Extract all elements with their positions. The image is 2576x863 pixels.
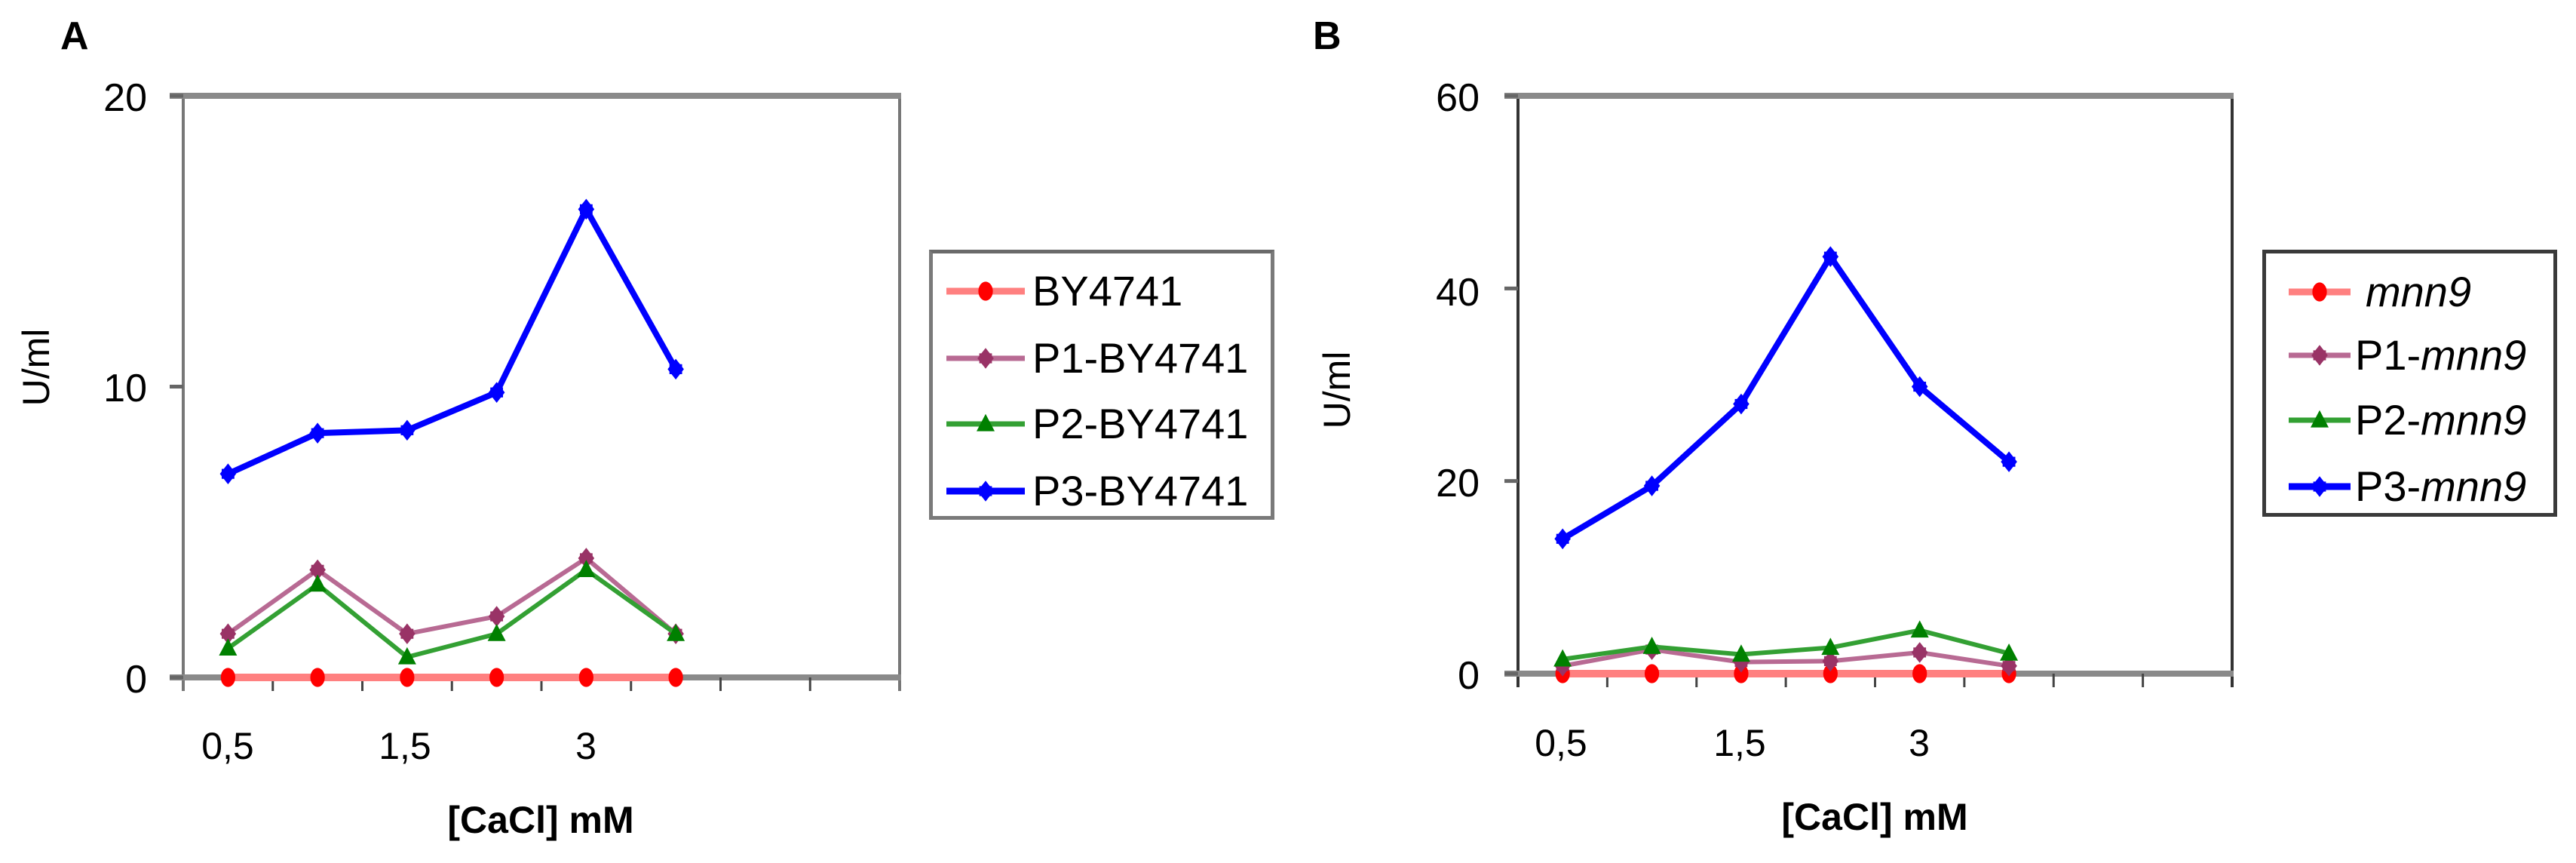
legend-swatch-circle-icon bbox=[2289, 266, 2351, 318]
panel-b-ytick-60: 60 bbox=[1436, 76, 1480, 120]
panel-a-xtick-1-5: 1,5 bbox=[379, 725, 431, 767]
legend-label: P2-mnn9 bbox=[2355, 396, 2527, 444]
panel-b-xtick-0-5: 0,5 bbox=[1535, 722, 1587, 764]
legend-item-p3-by4741: P3-BY4741 bbox=[946, 465, 1248, 517]
panel-b-legend: mnn9 P1-mnn9 P2-mnn9 P3-mnn9 bbox=[2262, 250, 2557, 517]
legend-swatch-diamond-icon bbox=[2289, 329, 2351, 382]
panel-a-letter: A bbox=[60, 14, 89, 58]
panel-a-xtick-0-5: 0,5 bbox=[201, 725, 254, 767]
series-p3-mnn9 bbox=[1554, 246, 2017, 550]
panel-b-xtick-1-5: 1,5 bbox=[1713, 722, 1766, 764]
series-p1-by4741 bbox=[219, 548, 684, 644]
legend-item-p3-mnn9: P3-mnn9 bbox=[2289, 460, 2526, 513]
series-p2-mnn9 bbox=[1553, 620, 2019, 667]
panel-b-ytick-20: 20 bbox=[1436, 462, 1480, 505]
legend-item-p2-by4741: P2-BY4741 bbox=[946, 398, 1248, 450]
legend-item-p2-mnn9: P2-mnn9 bbox=[2289, 394, 2526, 447]
panel-a-y-axis-label: U/ml bbox=[15, 328, 57, 407]
legend-swatch-diamond-icon bbox=[946, 465, 1025, 517]
legend-label: mnn9 bbox=[2366, 268, 2472, 315]
panel-a-x-axis-label: [CaCl] mM bbox=[447, 799, 634, 841]
series-by4741 bbox=[220, 668, 683, 687]
legend-item-p1-by4741: P1-BY4741 bbox=[946, 332, 1248, 385]
legend-swatch-diamond-icon bbox=[946, 332, 1025, 385]
panel-a-xtick-3: 3 bbox=[575, 725, 596, 767]
panel-b-y-axis-label: U/ml bbox=[1316, 351, 1358, 429]
panel-a-ytick-20: 20 bbox=[103, 76, 147, 120]
legend-swatch-diamond-icon bbox=[2289, 460, 2351, 513]
legend-item-p1-mnn9: P1-mnn9 bbox=[2289, 329, 2526, 382]
plot-A bbox=[170, 93, 901, 691]
panel-b-x-axis-label: [CaCl] mM bbox=[1781, 796, 1968, 838]
panel-a-ytick-10: 10 bbox=[103, 367, 147, 410]
panel-b-ytick-40: 40 bbox=[1436, 271, 1480, 315]
legend-label: P3-BY4741 bbox=[1032, 467, 1249, 514]
legend-label: P1-mnn9 bbox=[2355, 331, 2527, 379]
panel-a-ytick-0: 0 bbox=[125, 658, 147, 702]
panel-b-ytick-0: 0 bbox=[1458, 654, 1480, 698]
series-p2-by4741 bbox=[219, 560, 685, 665]
legend-swatch-circle-icon bbox=[946, 265, 1025, 318]
legend-item-by4741: BY4741 bbox=[946, 265, 1182, 318]
legend-label: P1-BY4741 bbox=[1032, 334, 1249, 382]
legend-label: P2-BY4741 bbox=[1032, 400, 1249, 447]
series-mnn9 bbox=[1555, 664, 2016, 683]
legend-label: P3-mnn9 bbox=[2355, 462, 2527, 510]
legend-swatch-triangle-icon bbox=[946, 398, 1025, 450]
plot-B bbox=[1504, 93, 2234, 687]
series-p3-by4741 bbox=[219, 198, 684, 484]
legend-item-mnn9: mnn9 bbox=[2289, 266, 2471, 318]
panel-b-letter: B bbox=[1313, 14, 1342, 58]
legend-label: BY4741 bbox=[1032, 267, 1183, 315]
panel-a-legend: BY4741 P1-BY4741 P2-BY4741 P3-BY4741 bbox=[929, 250, 1274, 520]
panel-b-xtick-3: 3 bbox=[1909, 722, 1930, 764]
legend-swatch-triangle-icon bbox=[2289, 394, 2351, 447]
